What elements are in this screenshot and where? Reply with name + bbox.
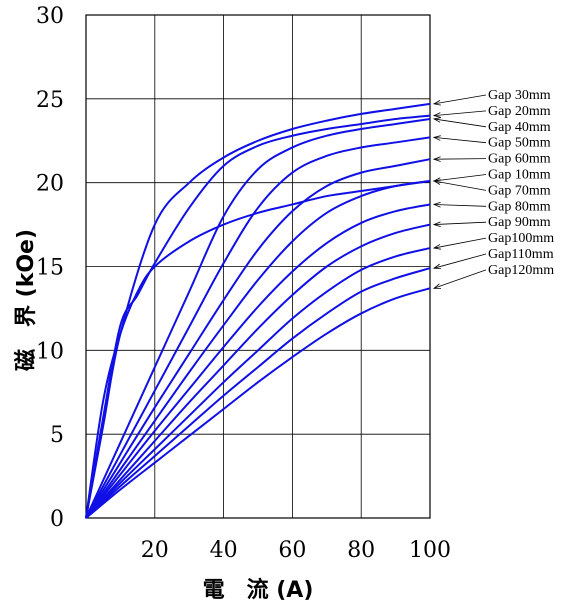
legend-label: Gap 20mm bbox=[488, 104, 551, 119]
legend-pointer bbox=[433, 253, 487, 269]
legend-pointer bbox=[433, 94, 487, 105]
legend-label: Gap 60mm bbox=[488, 152, 551, 167]
legend-label: Gap 10mm bbox=[488, 168, 551, 183]
y-tick-label: 20 bbox=[36, 172, 64, 197]
legend-label: Gap 70mm bbox=[488, 183, 551, 198]
legend-pointer bbox=[433, 180, 487, 191]
legend-pointer bbox=[433, 174, 487, 182]
legend-pointer bbox=[433, 136, 487, 144]
legend-arrowhead bbox=[432, 156, 441, 162]
tick-labels: 20 40 60 80 100 0 5 10 15 20 25 30 bbox=[36, 4, 451, 563]
series-line-gap50mm bbox=[85, 136, 431, 519]
legend-pointer bbox=[433, 204, 487, 207]
legend-pointer bbox=[433, 237, 487, 249]
y-tick-label: 0 bbox=[50, 507, 64, 532]
legend-arrowhead bbox=[432, 221, 441, 228]
x-tick-label: 80 bbox=[347, 538, 375, 563]
legend-label: Gap100mm bbox=[488, 231, 554, 246]
legend-pointer bbox=[433, 118, 487, 128]
series-line-gap110mm bbox=[85, 267, 431, 519]
series-line-gap30mm bbox=[85, 102, 431, 519]
y-axis-title: 磁 界 (kOe) bbox=[13, 229, 39, 371]
y-tick-label: 30 bbox=[36, 4, 64, 29]
legend-arrowhead bbox=[432, 135, 441, 141]
x-tick-label: 100 bbox=[409, 538, 451, 563]
series-line-gap90mm bbox=[85, 223, 431, 519]
series-line-gap60mm bbox=[85, 158, 431, 519]
curves bbox=[85, 102, 431, 519]
legend-arrowhead bbox=[432, 179, 441, 185]
x-tick-label: 40 bbox=[210, 538, 238, 563]
legend-arrowhead bbox=[432, 283, 442, 289]
series-line-gap20mm bbox=[85, 114, 431, 519]
legend-pointer bbox=[433, 158, 487, 160]
x-tick-label: 20 bbox=[141, 538, 169, 563]
series-line-gap70mm bbox=[85, 180, 431, 519]
series-line-gap10mm bbox=[85, 180, 431, 519]
legend-arrowhead bbox=[432, 201, 441, 208]
x-axis-title: 電 流 (A) bbox=[203, 577, 314, 603]
series-line-gap100mm bbox=[85, 247, 431, 519]
series-line-gap80mm bbox=[85, 203, 431, 519]
y-tick-label: 10 bbox=[36, 339, 64, 364]
legend-pointer bbox=[433, 110, 487, 116]
series-line-gap40mm bbox=[85, 117, 431, 519]
legend-pointer bbox=[433, 269, 487, 289]
legend-arrowhead bbox=[432, 100, 441, 106]
legend-label: Gap 80mm bbox=[488, 199, 551, 214]
x-tick-label: 60 bbox=[278, 538, 306, 563]
legend-label: Gap120mm bbox=[488, 263, 554, 278]
y-tick-label: 25 bbox=[36, 88, 64, 113]
plot-frame bbox=[85, 14, 431, 519]
legend-label: Gap110mm bbox=[488, 247, 554, 262]
legend-pointer bbox=[433, 221, 487, 225]
legend-label: Gap 40mm bbox=[488, 120, 551, 135]
legend-label: Gap 90mm bbox=[488, 215, 551, 230]
grid-lines bbox=[86, 15, 430, 518]
legend-label: Gap 50mm bbox=[488, 136, 551, 151]
legend-label: Gap 30mm bbox=[488, 88, 551, 103]
legend-arrowhead bbox=[432, 263, 442, 270]
legend-arrowhead bbox=[432, 117, 441, 123]
y-tick-label: 5 bbox=[50, 423, 64, 448]
legend-arrowhead bbox=[432, 112, 441, 118]
legend-arrowhead bbox=[432, 244, 441, 250]
series-line-gap120mm bbox=[85, 287, 431, 519]
y-tick-label: 15 bbox=[36, 256, 64, 281]
